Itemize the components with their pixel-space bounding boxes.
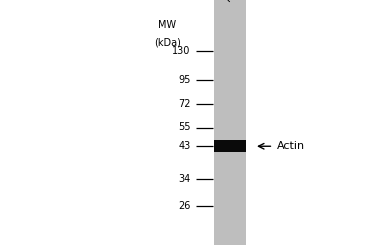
Text: Actin: Actin <box>277 141 305 151</box>
Text: (kDa): (kDa) <box>154 38 181 48</box>
Text: 34: 34 <box>178 174 191 184</box>
Text: PC-12: PC-12 <box>223 0 252 4</box>
Text: 72: 72 <box>178 99 191 109</box>
Text: 55: 55 <box>178 122 191 132</box>
Bar <box>214 0 246 245</box>
Text: 43: 43 <box>178 141 191 151</box>
Text: 130: 130 <box>172 46 191 56</box>
Text: 95: 95 <box>178 75 191 85</box>
Text: MW: MW <box>158 20 177 30</box>
Bar <box>214 140 246 152</box>
Text: 26: 26 <box>178 201 191 211</box>
